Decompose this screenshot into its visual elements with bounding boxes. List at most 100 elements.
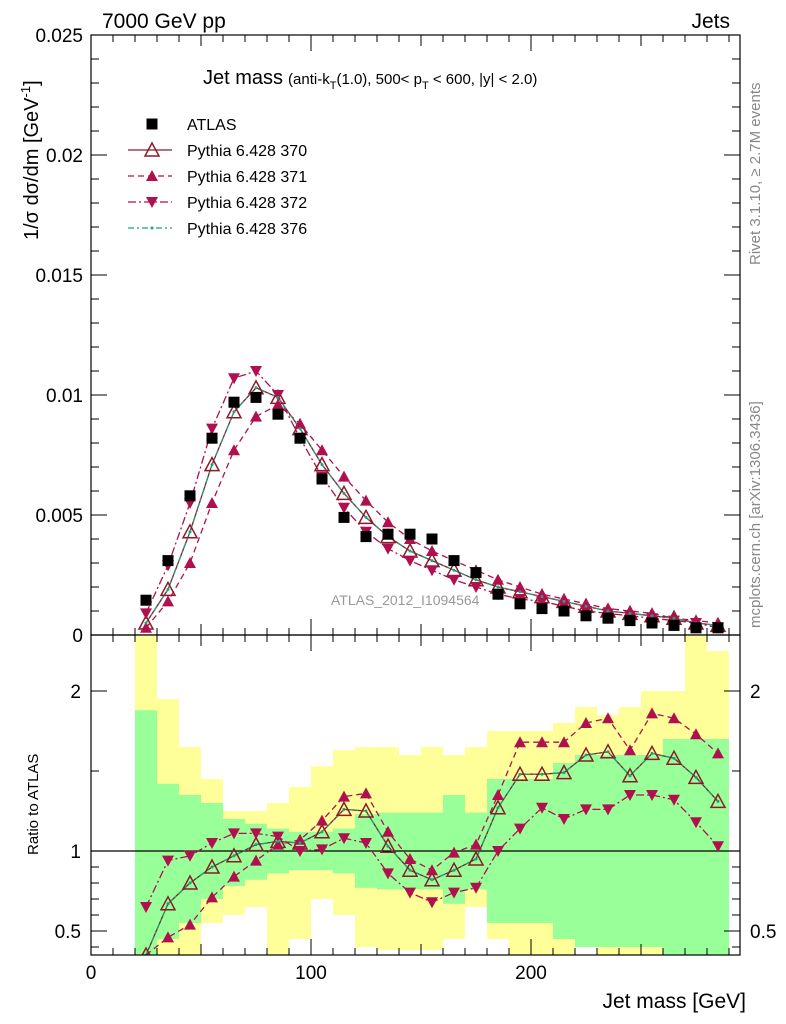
data-point: [404, 528, 416, 540]
mc-point: [470, 582, 482, 593]
mc-point: [357, 508, 375, 525]
mc-point: [558, 814, 570, 825]
mc-point: [294, 846, 306, 857]
mc-point: [536, 736, 548, 748]
data-point: [624, 615, 636, 627]
mc-point: [316, 844, 328, 856]
x-tick-label: 200: [515, 963, 547, 984]
mc-point: [206, 497, 218, 508]
data-point: [206, 432, 218, 444]
mc-point: [140, 902, 152, 913]
mc-point: [628, 611, 632, 615]
mc-point: [452, 568, 456, 572]
mc-point: [379, 837, 397, 853]
data-point: [580, 610, 592, 622]
mc-point: [313, 456, 331, 472]
mc-point: [694, 775, 698, 779]
y-tick-label: 0.01: [46, 386, 83, 407]
uncertainty-band-inner: [663, 739, 685, 955]
mc-point: [536, 802, 548, 814]
mc-point: [536, 596, 548, 608]
data-point: [382, 528, 394, 540]
mc-point: [668, 794, 680, 806]
mc-point: [474, 578, 478, 582]
mc-point: [577, 746, 595, 762]
data-point: [426, 533, 438, 545]
mc-point: [401, 861, 419, 877]
mc-point: [558, 736, 570, 748]
data-point: [162, 555, 174, 567]
mc-point: [643, 744, 661, 761]
mc-point: [518, 772, 522, 776]
mc-point: [448, 887, 460, 899]
main-ylabel: 1/σ dσ/dm [GeV-1]: [18, 80, 43, 240]
uncertainty-band-outer: [267, 803, 289, 955]
mc-point: [426, 565, 438, 577]
mc-point: [225, 847, 243, 863]
mc-point: [404, 887, 416, 899]
mc-point: [712, 747, 724, 759]
process-label: Jets: [691, 10, 730, 33]
mc-point: [562, 599, 566, 603]
data-point: [646, 617, 658, 629]
mc-point: [672, 616, 676, 620]
data-point: [228, 396, 240, 408]
mc-point: [210, 463, 214, 467]
mc-point: [580, 717, 592, 728]
mc-point: [206, 891, 218, 903]
mc-point: [181, 523, 199, 539]
mc-point: [452, 868, 456, 872]
mc-point: [492, 789, 504, 800]
mc-point: [342, 491, 346, 495]
mc-point: [188, 530, 192, 534]
mc-point: [335, 484, 353, 501]
legend: ATLAS Pythia 6.428 370 Pythia 6.428 371 Pyt…: [128, 117, 307, 238]
mc-point: [382, 516, 394, 528]
mc-point: [540, 595, 544, 599]
mc-point: [298, 841, 302, 845]
mc-point: [162, 931, 174, 943]
mc-point: [404, 853, 416, 864]
mc-point: [140, 621, 152, 633]
mc-point: [672, 756, 676, 760]
mc-point: [143, 141, 161, 157]
mc-point: [184, 557, 196, 568]
mc-point: [146, 197, 158, 208]
uncertainty-band-inner: [135, 710, 157, 955]
mc-point: [250, 410, 262, 422]
mc-point: [687, 768, 705, 785]
mc-point: [540, 772, 544, 776]
mc-point: [166, 587, 170, 591]
mc-point: [166, 902, 170, 906]
mc-point: [584, 753, 588, 757]
mc-point: [250, 854, 262, 866]
mc-point: [514, 736, 526, 748]
data-point: [492, 588, 504, 600]
mc-point: [690, 728, 702, 740]
ratio-y-tick-label-right: 2: [750, 682, 761, 703]
data-point: [712, 622, 724, 634]
mc-point: [210, 865, 214, 869]
legend-label: Pythia 6.428 376: [187, 221, 307, 238]
mc-point: [408, 549, 412, 553]
mc-point: [228, 373, 240, 385]
data-point: [668, 619, 680, 631]
main-title: Jet mass (anti-kT(1.0), 500< pT < 600, |y…: [203, 67, 537, 92]
mc-point: [146, 170, 158, 181]
mc-point: [144, 621, 148, 625]
mc-point: [492, 573, 504, 585]
mc-point: [624, 790, 636, 801]
series-line: [145, 387, 719, 627]
mc-point: [382, 543, 394, 555]
mc-point: [294, 417, 306, 429]
mc-point: [276, 395, 280, 399]
mc-point: [584, 604, 588, 608]
data-point: [316, 473, 328, 485]
legend-label: Pythia 6.428 370: [187, 143, 307, 160]
mc-point: [518, 590, 522, 594]
mc-point: [382, 825, 394, 837]
mc-point: [448, 574, 460, 586]
analysis-watermark: ATLAS_2012_I1094564: [331, 592, 480, 608]
data-point: [360, 531, 372, 543]
mcplots-label: mcplots.cern.ch [arXiv:1306.3436]: [747, 401, 764, 628]
